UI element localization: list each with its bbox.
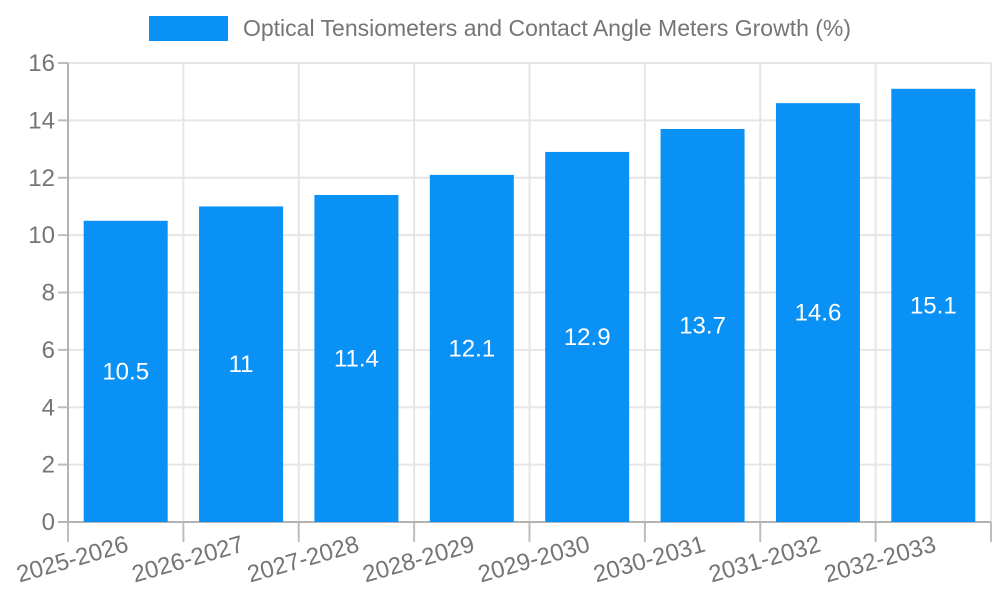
bar[interactable] [891,88,976,522]
x-tick-label: 2029-2030 [475,531,593,589]
bar[interactable] [199,206,284,522]
x-tick-label: 2027-2028 [244,531,362,589]
y-tick-label: 4 [42,394,55,421]
y-tick-label: 14 [28,107,55,134]
bar-value-label: 12.1 [448,335,495,362]
bar[interactable] [83,220,168,522]
bar[interactable] [660,128,745,522]
bar[interactable] [545,151,630,522]
bar-value-label: 15.1 [910,292,957,319]
legend-swatch [148,16,228,41]
x-tick-label: 2028-2029 [360,531,478,589]
bar-value-label: 14.6 [795,300,842,327]
bar[interactable] [314,194,399,522]
bar[interactable] [775,103,860,522]
y-tick-label: 0 [42,509,55,536]
x-tick-label: 2032-2033 [821,531,939,589]
bar-value-label: 11 [229,351,254,378]
chart-legend[interactable]: Optical Tensiometers and Contact Angle M… [0,16,1000,41]
bar-value-label: 13.7 [679,312,726,339]
bar-value-label: 12.9 [564,324,611,351]
bar[interactable] [429,174,514,522]
y-tick-label: 6 [42,337,55,364]
x-tick-label: 2025-2026 [14,531,132,589]
x-tick-label: 2026-2027 [129,531,247,589]
y-tick-label: 16 [28,50,55,77]
y-tick-label: 2 [42,452,55,479]
y-tick-label: 10 [28,222,55,249]
bar-value-label: 10.5 [102,358,149,385]
bar-value-label: 11.4 [334,345,379,372]
y-tick-label: 8 [42,280,55,307]
legend-label: Optical Tensiometers and Contact Angle M… [242,15,852,41]
y-tick-label: 12 [28,165,55,192]
x-tick-label: 2030-2031 [590,531,708,589]
x-tick-label: 2031-2032 [706,531,824,589]
